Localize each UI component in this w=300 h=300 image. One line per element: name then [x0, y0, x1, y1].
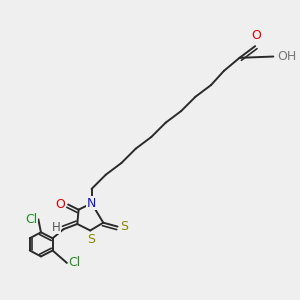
Text: Cl: Cl — [68, 256, 80, 269]
Text: OH: OH — [277, 50, 296, 63]
Text: O: O — [56, 198, 66, 211]
Text: N: N — [87, 197, 96, 210]
Text: S: S — [87, 232, 95, 246]
Text: Cl: Cl — [25, 213, 37, 226]
Text: S: S — [120, 220, 128, 233]
Text: O: O — [251, 29, 261, 42]
Text: H: H — [52, 220, 60, 234]
